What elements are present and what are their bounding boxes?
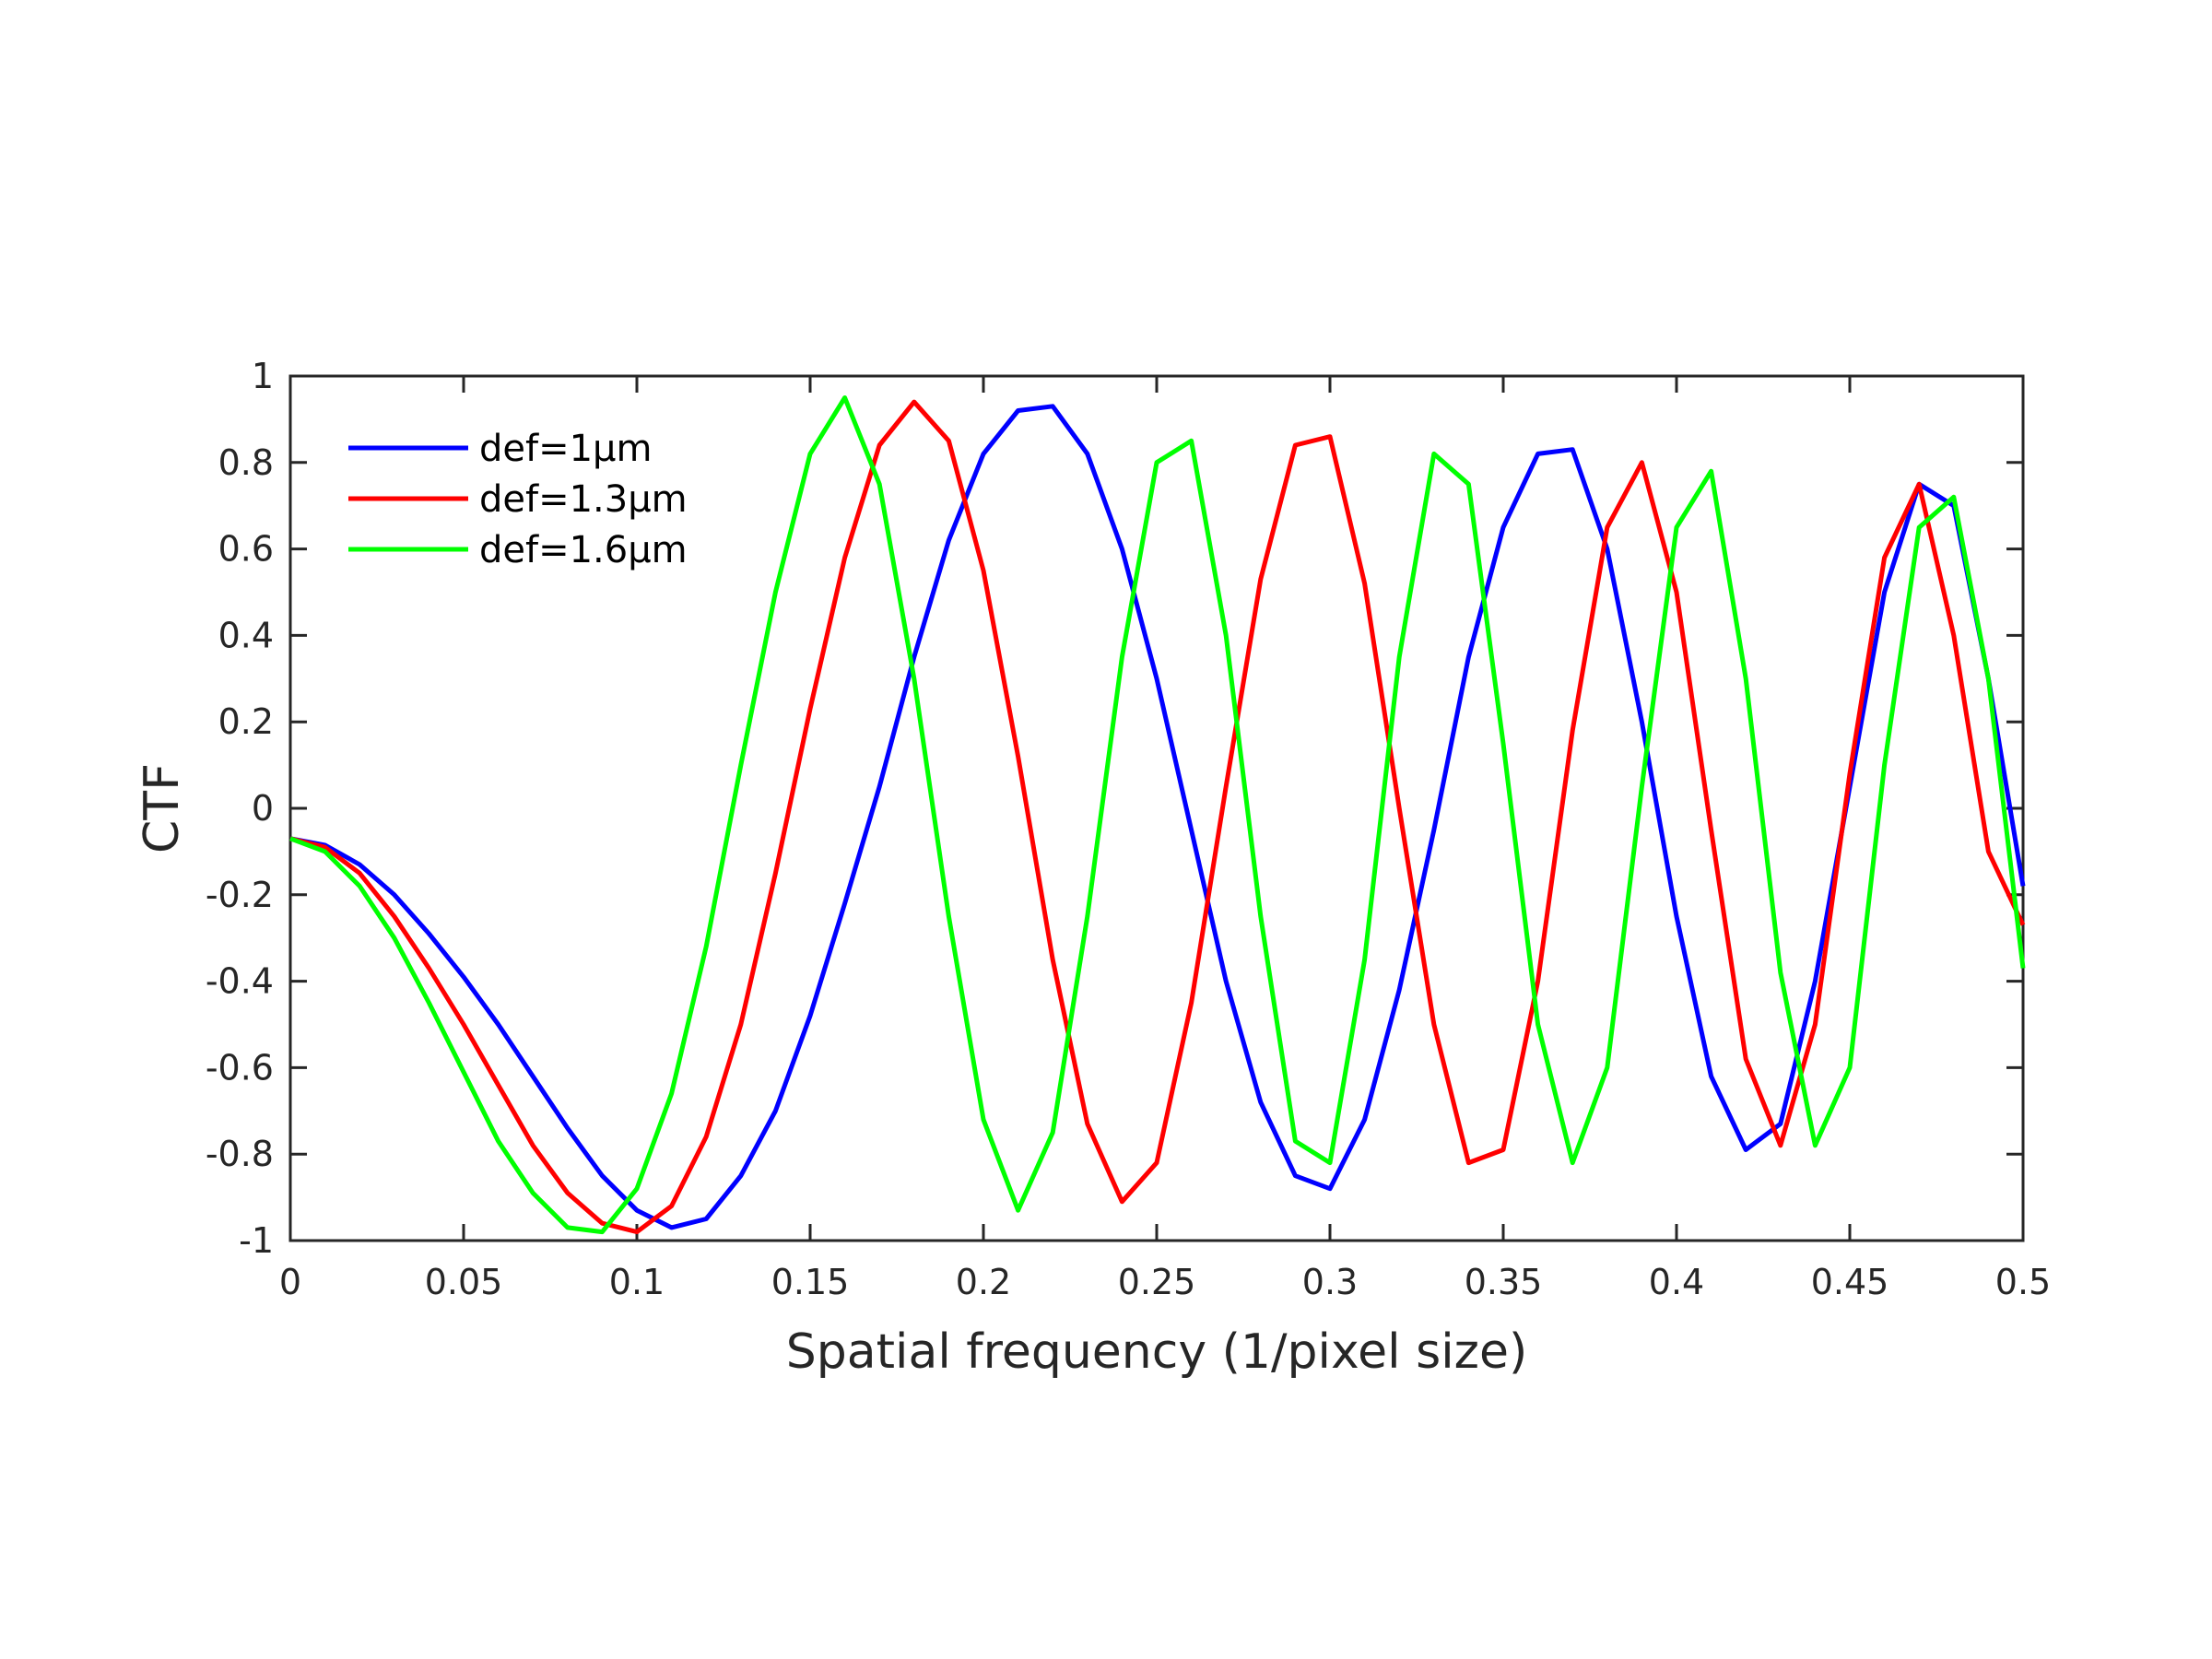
x-tick-label: 0.2 xyxy=(956,1262,1011,1302)
y-tick-label: -0.8 xyxy=(206,1134,274,1174)
y-tick-label: 0.2 xyxy=(218,701,274,742)
y-tick-label: -0.4 xyxy=(206,961,274,1002)
y-tick-label: 1 xyxy=(252,356,274,396)
x-tick-label: 0.1 xyxy=(609,1262,665,1302)
plot-area xyxy=(288,374,2026,1242)
x-axis-label: Spatial frequency (1/pixel size) xyxy=(786,1324,1528,1380)
x-tick-label: 0.45 xyxy=(1811,1262,1889,1302)
y-tick-labels: -1 -0.8 -0.6 -0.4 -0.2 0 0.2 0.4 0.6 0.8 1 xyxy=(206,356,274,1261)
legend-label-1: def=1μm xyxy=(479,428,652,470)
series-line-2 xyxy=(289,399,2026,1235)
x-tick-label: 0.35 xyxy=(1465,1262,1543,1302)
y-tick-label: 0.8 xyxy=(218,442,274,483)
x-tick-label: 0.05 xyxy=(425,1262,503,1302)
y-tick-label: 0.6 xyxy=(218,529,274,570)
ticks xyxy=(288,374,2025,1242)
series-line-1 xyxy=(289,404,2026,1230)
series-lines xyxy=(289,395,2026,1235)
x-tick-label: 0.4 xyxy=(1649,1262,1704,1302)
plot-frame xyxy=(288,374,2025,1242)
y-tick-label: -0.2 xyxy=(206,875,274,915)
y-tick-label: -0.6 xyxy=(206,1047,274,1088)
x-tick-label: 0.25 xyxy=(1118,1262,1196,1302)
y-tick-label: 0 xyxy=(252,788,274,829)
x-tick-label: 0.5 xyxy=(1995,1262,2051,1302)
x-tick-label: 0.15 xyxy=(771,1262,850,1302)
x-tick-label: 0.3 xyxy=(1302,1262,1358,1302)
legend: def=1μm def=1.3μm def=1.6μm xyxy=(348,428,688,571)
series-line-3 xyxy=(289,395,2026,1235)
y-axis-label: CTF xyxy=(135,763,190,853)
legend-label-2: def=1.3μm xyxy=(479,478,688,521)
y-tick-label: -1 xyxy=(239,1220,274,1261)
y-tick-label: 0.4 xyxy=(218,615,274,655)
x-tick-label: 0 xyxy=(279,1262,301,1302)
x-tick-labels: 0 0.05 0.1 0.15 0.2 0.25 0.3 0.35 0.4 0.45 0.5 xyxy=(279,1262,2051,1302)
legend-label-3: def=1.6μm xyxy=(479,529,688,571)
